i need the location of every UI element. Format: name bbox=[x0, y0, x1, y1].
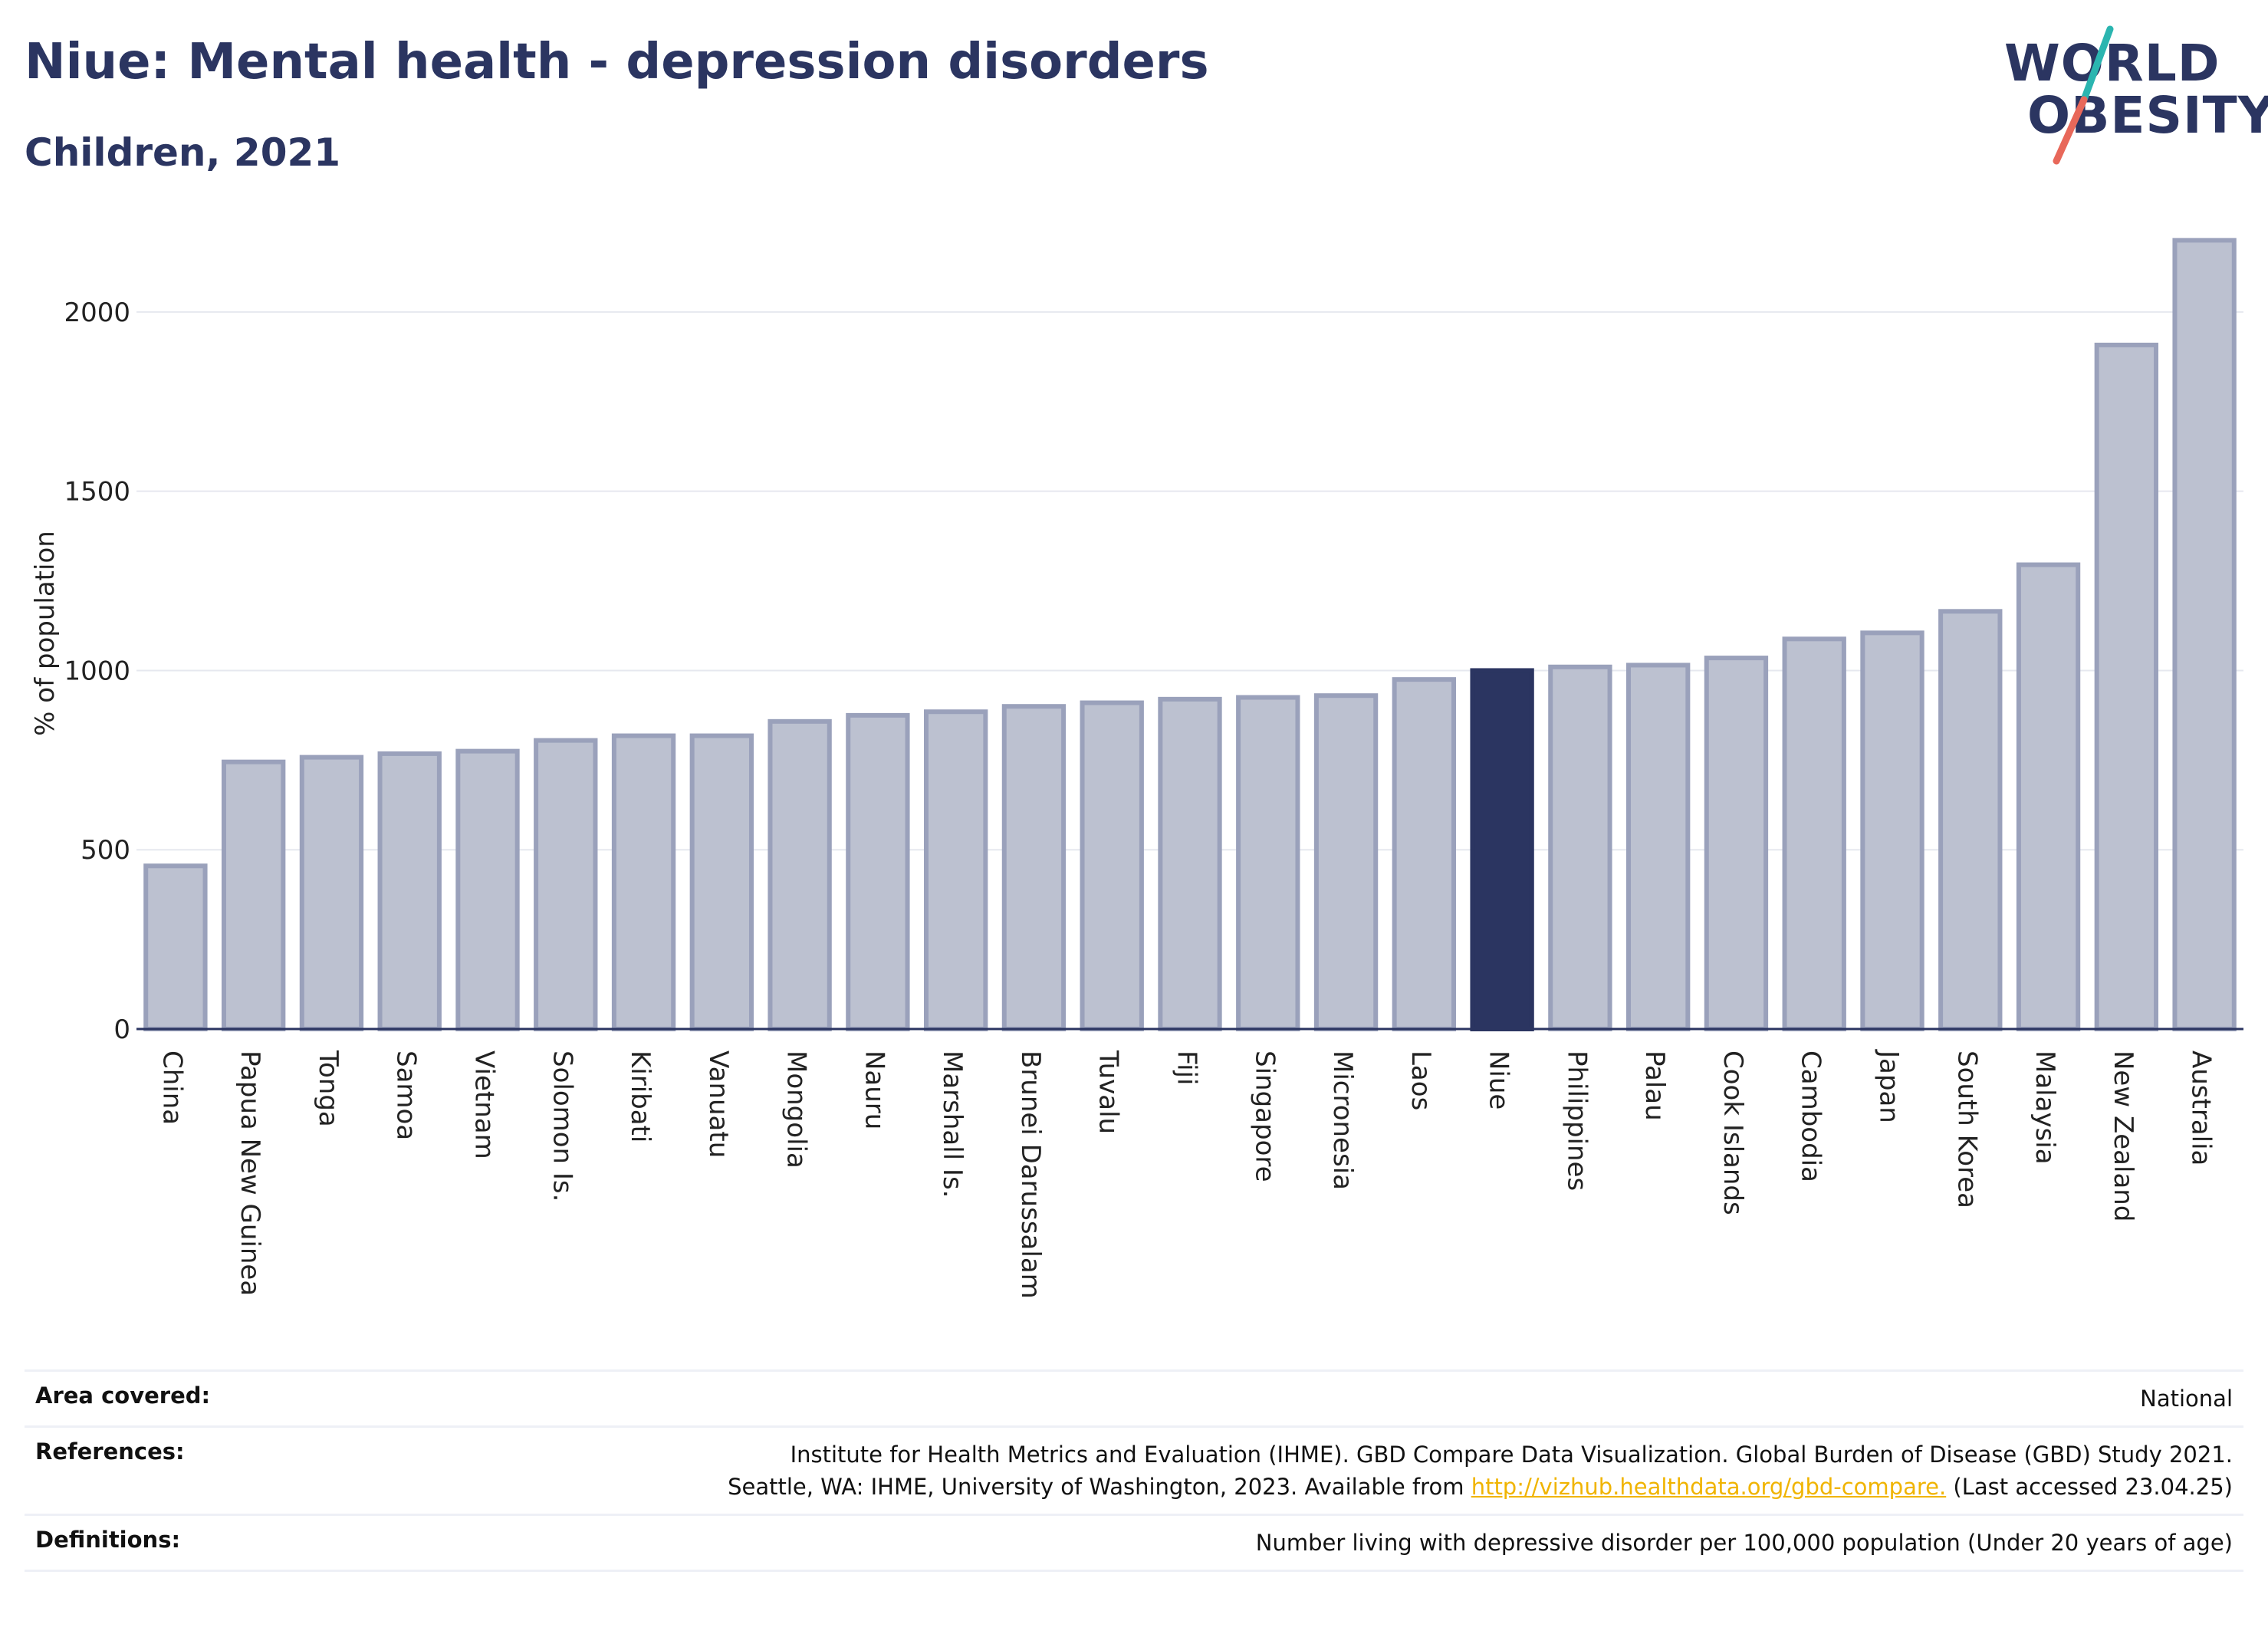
bar-australia bbox=[2172, 238, 2237, 1031]
bar-new-zealand bbox=[2094, 342, 2159, 1031]
bar-chart: 0 500 1000 1500 2000 China Papua New Guinea To… bbox=[30, 238, 2243, 1299]
x-tick-label: Cambodia bbox=[1796, 1050, 1826, 1182]
bar-mongolia bbox=[768, 718, 832, 1031]
bar-nauru bbox=[846, 712, 910, 1032]
x-tick-label: Japan bbox=[1874, 1049, 1905, 1123]
x-axis-labels: China Papua New Guinea Tonga Samoa Vietnam So… bbox=[156, 1049, 2216, 1299]
y-tick-label: 0 bbox=[113, 1014, 130, 1045]
x-tick-label: Papua New Guinea bbox=[235, 1050, 265, 1296]
x-tick-label: New Zealand bbox=[2108, 1050, 2138, 1221]
references-link[interactable]: http://vizhub.healthdata.org/gbd-compare… bbox=[1471, 1474, 1947, 1500]
bar-japan bbox=[1860, 630, 1925, 1031]
x-tick-label: China bbox=[156, 1050, 187, 1125]
definitions-value: Number living with depressive disorder p… bbox=[1255, 1530, 2233, 1556]
bar-micronesia bbox=[1313, 693, 1379, 1031]
y-axis-ticks: 0 500 1000 1500 2000 bbox=[64, 298, 130, 1045]
bar-vanuatu bbox=[689, 733, 754, 1031]
bar-palau bbox=[1625, 662, 1691, 1031]
x-tick-label: Malaysia bbox=[2030, 1050, 2060, 1165]
x-tick-label: Nauru bbox=[859, 1050, 889, 1129]
area-covered-row: Area covered: National bbox=[25, 1369, 2243, 1425]
references-line1: Institute for Health Metrics and Evaluat… bbox=[790, 1442, 2233, 1468]
x-tick-label: Micronesia bbox=[1327, 1050, 1358, 1190]
x-tick-label: Tonga bbox=[313, 1050, 343, 1127]
x-tick-label: Tuvalu bbox=[1093, 1050, 1124, 1134]
bar-china bbox=[143, 863, 208, 1031]
x-tick-label: Vietnam bbox=[469, 1050, 500, 1159]
y-tick-label: 2000 bbox=[64, 298, 130, 328]
chart-subtitle: Children, 2021 bbox=[25, 130, 341, 175]
bar-laos bbox=[1392, 677, 1457, 1032]
x-tick-label: Australia bbox=[2186, 1050, 2217, 1165]
references-line2-post: (Last accessed 23.04.25) bbox=[1946, 1474, 2233, 1500]
bar-tonga bbox=[299, 755, 364, 1031]
x-tick-label: Solomon Is. bbox=[547, 1050, 577, 1202]
x-tick-label: Kiribati bbox=[625, 1050, 656, 1142]
footer-table: Area covered: National References: Insti… bbox=[25, 1369, 2243, 1572]
bar-fiji bbox=[1158, 696, 1222, 1031]
definitions-row: Definitions: Number living with depressi… bbox=[25, 1514, 2243, 1572]
x-tick-label: Vanuatu bbox=[703, 1050, 734, 1158]
y-tick-label: 1500 bbox=[64, 477, 130, 508]
references-line2-pre: Seattle, WA: IHME, University of Washing… bbox=[728, 1474, 1471, 1500]
bar-kiribati bbox=[611, 733, 676, 1031]
chart-title: Niue: Mental health - depression disorde… bbox=[25, 34, 1209, 90]
bar-niue bbox=[1470, 668, 1534, 1031]
area-covered-value: National bbox=[2140, 1386, 2233, 1412]
logo-slash-icon bbox=[2053, 25, 2114, 165]
bar-marshall-is bbox=[923, 709, 988, 1031]
x-tick-label: Mongolia bbox=[781, 1050, 812, 1169]
x-tick-label: Palau bbox=[1639, 1050, 1670, 1121]
x-tick-label: Niue bbox=[1484, 1050, 1514, 1110]
bar-cook-islands bbox=[1704, 656, 1769, 1032]
y-tick-label: 1000 bbox=[64, 656, 130, 686]
x-tick-label: South Korea bbox=[1951, 1050, 1982, 1208]
bar-samoa bbox=[377, 751, 442, 1032]
world-obesity-logo: WORLD OBESITY bbox=[1994, 23, 2268, 169]
x-tick-label: Laos bbox=[1405, 1050, 1436, 1110]
x-tick-label: Cook Islands bbox=[1717, 1050, 1748, 1215]
bar-papua-new-guinea bbox=[221, 759, 286, 1031]
x-tick-label: Brunei Darussalam bbox=[1015, 1050, 1046, 1299]
bar-solomon-is bbox=[534, 738, 598, 1032]
x-tick-label: Marshall Is. bbox=[937, 1050, 968, 1198]
bars bbox=[143, 238, 2237, 1032]
bar-cambodia bbox=[1782, 636, 1846, 1031]
bar-singapore bbox=[1236, 695, 1300, 1031]
bar-philippines bbox=[1548, 664, 1612, 1031]
area-covered-label: Area covered: bbox=[35, 1382, 211, 1409]
bar-brunei-darussalam bbox=[1001, 704, 1067, 1031]
bar-tuvalu bbox=[1080, 700, 1144, 1031]
references-row: References: Institute for Health Metrics… bbox=[25, 1425, 2243, 1514]
bar-vietnam bbox=[455, 748, 520, 1032]
references-label: References: bbox=[35, 1438, 185, 1465]
logo-line1: WORLD bbox=[2004, 34, 2220, 93]
x-tick-label: Samoa bbox=[391, 1050, 422, 1140]
x-tick-label: Singapore bbox=[1249, 1050, 1280, 1182]
definitions-label: Definitions: bbox=[35, 1527, 181, 1553]
y-axis-label: % of population bbox=[30, 531, 61, 736]
y-tick-label: 500 bbox=[81, 835, 130, 866]
bar-malaysia bbox=[2016, 562, 2081, 1031]
bar-south-korea bbox=[1938, 609, 2003, 1031]
x-tick-label: Philippines bbox=[1561, 1050, 1592, 1191]
references-value: Institute for Health Metrics and Evaluat… bbox=[728, 1438, 2233, 1503]
x-tick-label: Fiji bbox=[1172, 1050, 1202, 1085]
